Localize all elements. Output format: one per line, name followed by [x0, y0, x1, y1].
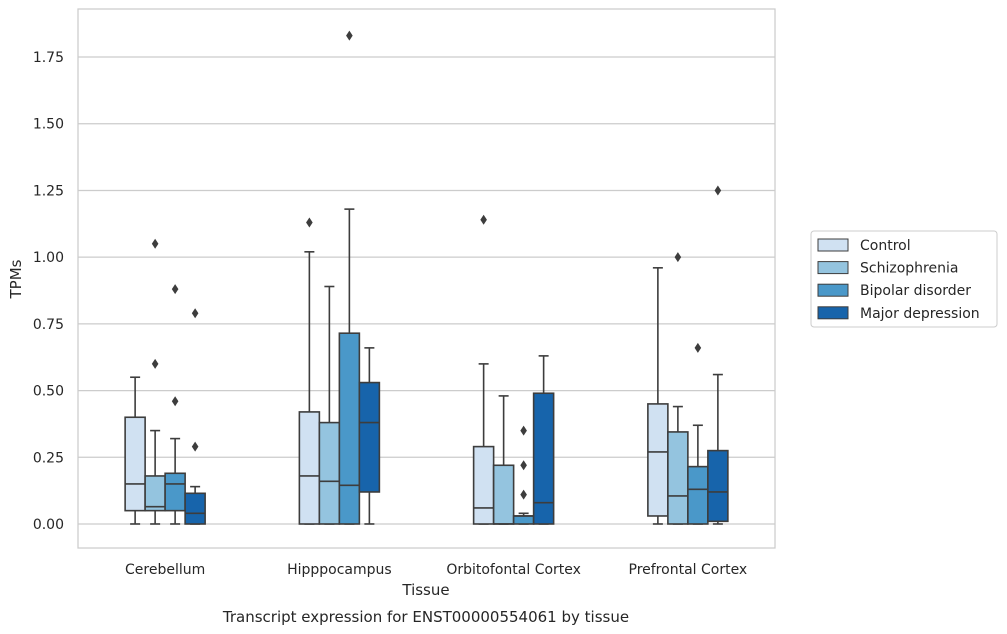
x-tick-label: Cerebellum	[125, 562, 205, 578]
box-group	[512, 425, 535, 525]
legend-label: Schizophrenia	[860, 261, 958, 277]
x-tick-labels: Cerebellum Hipppocampus Orbitofontal Corte…	[125, 562, 747, 578]
outlier-marker	[520, 425, 527, 436]
x-axis-label: Tissue	[401, 581, 449, 599]
x-tick-label: Prefrontal Cortex	[629, 562, 748, 578]
legend-swatch	[817, 306, 849, 320]
outlier-marker	[520, 460, 527, 471]
y-tick-label: 1.75	[33, 50, 64, 66]
legend-label: Control	[860, 238, 911, 254]
outlier-marker	[151, 238, 159, 249]
box-group	[124, 376, 146, 525]
outlier-marker	[694, 342, 702, 353]
x-tick-label: Orbitofontal Cortex	[446, 562, 581, 578]
y-tick-label: 1.00	[33, 250, 64, 266]
box-group	[687, 342, 709, 525]
box	[667, 431, 689, 525]
box	[298, 411, 321, 525]
y-tick-label: 0.50	[33, 384, 64, 400]
y-tick-label: 1.50	[33, 117, 64, 133]
outlier-marker	[674, 252, 682, 263]
boxes	[124, 30, 729, 525]
outlier-marker	[480, 214, 487, 225]
box-group	[492, 395, 515, 525]
box-group	[707, 185, 729, 525]
outlier-marker	[171, 396, 179, 407]
box	[358, 381, 381, 493]
y-tick-label: 0.25	[33, 450, 64, 466]
box-group	[472, 214, 495, 525]
box	[124, 416, 146, 512]
box-group	[647, 267, 669, 525]
y-tick-label: 1.25	[33, 183, 64, 199]
box	[184, 492, 206, 525]
box-group	[144, 238, 166, 525]
legend-frame	[810, 230, 998, 328]
box-group	[164, 284, 186, 525]
legend: Control Schizophrenia Bipolar disorder Majo…	[810, 230, 998, 328]
box-group	[667, 252, 689, 525]
box	[472, 445, 495, 525]
box-group	[184, 308, 206, 525]
box-group	[318, 285, 341, 525]
box	[512, 515, 535, 525]
y-tick-labels: 0.00 0.25 0.50 0.75 1.00 1.25 1.50 1.75	[33, 50, 64, 533]
outlier-marker	[151, 358, 159, 369]
y-tick-label: 0.00	[33, 517, 64, 533]
outlier-marker	[520, 489, 527, 500]
box	[144, 475, 166, 512]
outlier-marker	[306, 217, 313, 228]
box-group	[298, 217, 321, 525]
box	[164, 472, 186, 512]
y-axis-label: TPMs	[7, 259, 25, 299]
box-group	[358, 347, 381, 525]
box	[338, 332, 361, 525]
box	[687, 465, 709, 525]
box	[707, 449, 729, 523]
box-group	[532, 355, 555, 525]
box	[492, 464, 515, 525]
legend-swatch	[817, 261, 849, 275]
legend-swatch	[817, 238, 849, 252]
plot-frame	[77, 8, 776, 549]
outlier-marker	[191, 441, 199, 452]
chart-caption: Transcript expression for ENST0000055406…	[222, 608, 629, 626]
box	[532, 392, 555, 525]
legend-label: Bipolar disorder	[860, 283, 971, 299]
outlier-marker	[191, 308, 199, 319]
outlier-marker	[714, 185, 722, 196]
outlier-marker	[346, 30, 353, 41]
box	[318, 421, 341, 525]
x-tick-label: Hipppocampus	[287, 562, 392, 578]
outlier-marker	[171, 284, 179, 295]
grid-lines	[78, 56, 775, 525]
y-tick-label: 0.75	[33, 317, 64, 333]
legend-label: Major depression	[860, 306, 980, 322]
legend-swatch	[817, 283, 849, 297]
box	[647, 403, 669, 517]
box-group	[338, 30, 361, 525]
